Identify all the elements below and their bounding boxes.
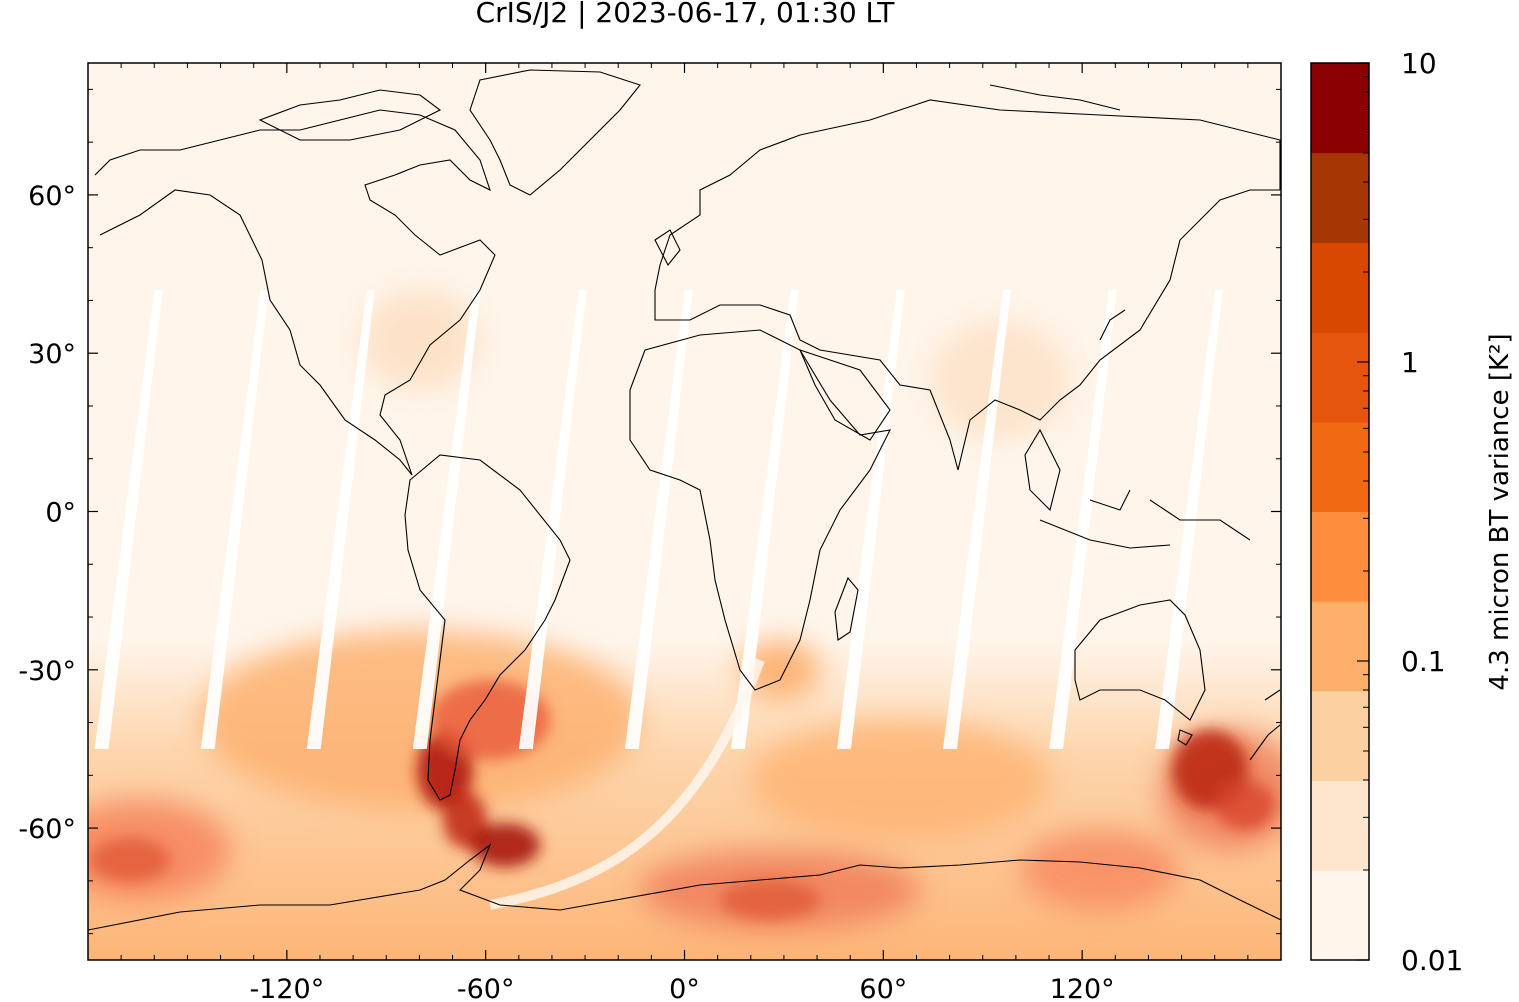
- colorbar: 10 1 0.1 0.01: [1310, 47, 1463, 977]
- lon-tick-label: 120°: [1050, 974, 1115, 1002]
- swath-gap: [306, 289, 375, 749]
- swath-gap: [836, 289, 905, 749]
- colorbar-band: [1311, 870, 1369, 961]
- variance-field: [88, 63, 1281, 960]
- colorbar-band: [1311, 242, 1369, 333]
- lat-tick-label: -60°: [18, 814, 76, 845]
- colorbar-band: [1311, 780, 1369, 871]
- swath-gap: [1049, 289, 1118, 749]
- colorbar-label: 4.3 micron BT variance [K²]: [1485, 333, 1515, 690]
- swath-gap: [942, 289, 1011, 749]
- colorbar-band: [1311, 601, 1369, 692]
- coastlines: [88, 69, 1281, 931]
- map-title: CrIS/J2 | 2023-06-17, 01:30 LT: [475, 0, 895, 29]
- colorbar-band: [1311, 421, 1369, 512]
- lat-tick-label: 0°: [45, 498, 76, 529]
- colorbar-frame: [1310, 62, 1370, 961]
- swath-gap: [624, 289, 693, 749]
- swath-gap: [94, 289, 163, 749]
- lon-tick-label: -120°: [249, 974, 324, 1002]
- swath-gap: [1155, 289, 1224, 749]
- lon-tick-label: 60°: [859, 974, 907, 1002]
- colorbar-band: [1311, 63, 1369, 154]
- colorbar-band: [1311, 511, 1369, 602]
- colorbar-band: [1311, 332, 1369, 423]
- colorbar-band: [1311, 152, 1369, 243]
- lat-tick-label: 60°: [28, 181, 76, 212]
- swath-gap: [200, 289, 269, 749]
- swath-gap: [412, 289, 481, 749]
- swath-gap: [730, 289, 799, 749]
- colorbar-tick-label: 0.01: [1401, 944, 1463, 977]
- colorbar-band: [1311, 690, 1369, 782]
- lon-tick-label: 0°: [669, 974, 700, 1002]
- lat-tick-label: 30°: [28, 339, 76, 370]
- colorbar-tick-label: 1: [1401, 346, 1419, 379]
- lat-tick-label: -30°: [18, 656, 76, 687]
- map-axes: -120° -60° 0° 60° 120° 60° 30° 0° -30° -60°: [18, 63, 1282, 1002]
- lon-tick-label: -60°: [457, 974, 515, 1002]
- colorbar-tick-label: 0.1: [1401, 645, 1446, 678]
- colorbar-tick-label: 10: [1401, 47, 1437, 80]
